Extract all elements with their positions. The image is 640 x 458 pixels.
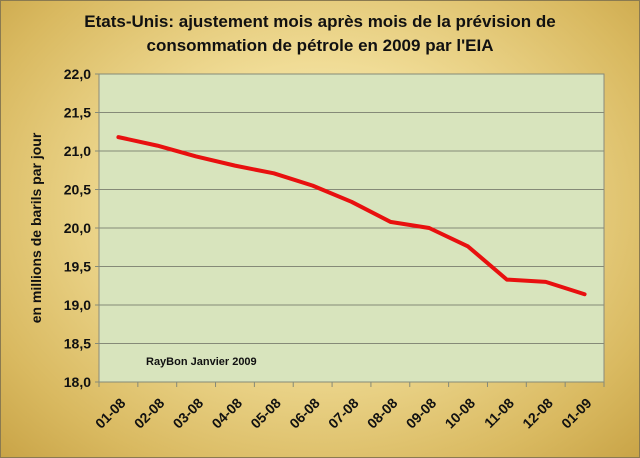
y-tick-label: 22,0 [64,66,91,82]
chart-title-line-1: Etats-Unis: ajustement mois après mois d… [84,12,555,31]
x-tick-label: 06-08 [286,395,323,432]
x-tick-label: 08-08 [364,395,401,432]
x-tick-label: 01-08 [92,395,129,432]
x-tick-label: 04-08 [208,395,245,432]
y-tick-label: 20,5 [64,182,91,198]
x-tick-label: 05-08 [247,395,284,432]
y-tick-label: 19,0 [64,297,91,313]
x-tick-label: 11-08 [481,395,517,431]
y-tick-label: 20,0 [64,220,91,236]
x-tick-label: 02-08 [131,395,168,432]
y-axis-label: en millions de barils par jour [28,132,44,323]
x-tick-label: 03-08 [170,395,207,432]
y-tick-label: 18,5 [64,336,91,352]
chart-title-line-2: consommation de pétrole en 2009 par l'EI… [147,36,494,55]
y-tick-label: 18,0 [64,374,91,390]
x-tick-label: 12-08 [519,395,556,432]
y-tick-label: 21,5 [64,105,91,121]
x-tick-label: 07-08 [325,395,362,432]
y-tick-label: 19,5 [64,259,91,275]
y-tick-label: 21,0 [64,143,91,159]
x-tick-label: 10-08 [442,395,479,432]
annotation: RayBon Janvier 2009 [146,356,257,368]
x-tick-label: 01-09 [558,395,595,432]
x-tick-label: 09-08 [403,395,440,432]
